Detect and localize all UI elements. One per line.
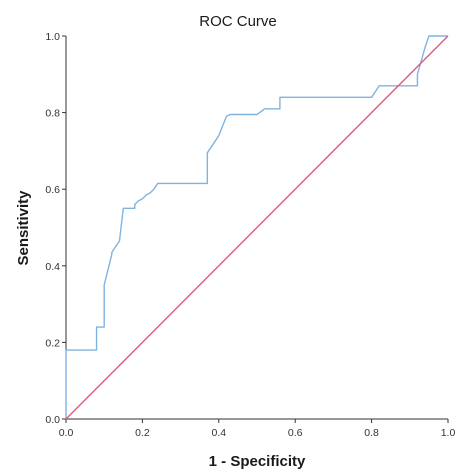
series-group <box>65 35 449 420</box>
x-tick-label: 0.2 <box>135 427 150 439</box>
x-tick-label: 0.6 <box>288 427 303 439</box>
x-tick-label: 0.8 <box>364 427 379 439</box>
chart-title: ROC Curve <box>199 13 277 30</box>
y-ticks: 0.0 0.2 0.4 0.6 0.8 1.0 <box>45 31 66 426</box>
x-ticks: 0.0 0.2 0.4 0.6 0.8 1.0 <box>59 419 456 439</box>
x-tick-label: 1.0 <box>441 427 456 439</box>
y-tick-label: 0.0 <box>45 414 60 426</box>
y-tick-label: 0.4 <box>45 261 60 273</box>
y-tick-label: 0.6 <box>45 184 60 196</box>
reference-diagonal-line <box>65 35 449 420</box>
x-tick-label: 0.4 <box>211 427 226 439</box>
x-axis-label: 1 - Specificity <box>209 453 306 470</box>
y-tick-label: 1.0 <box>45 31 60 43</box>
roc-curve-line <box>65 35 448 419</box>
y-axis-label: Sensitivity <box>15 190 32 266</box>
x-tick-label: 0.0 <box>59 427 74 439</box>
y-tick-label: 0.8 <box>45 108 60 120</box>
y-tick-label: 0.2 <box>45 337 60 349</box>
